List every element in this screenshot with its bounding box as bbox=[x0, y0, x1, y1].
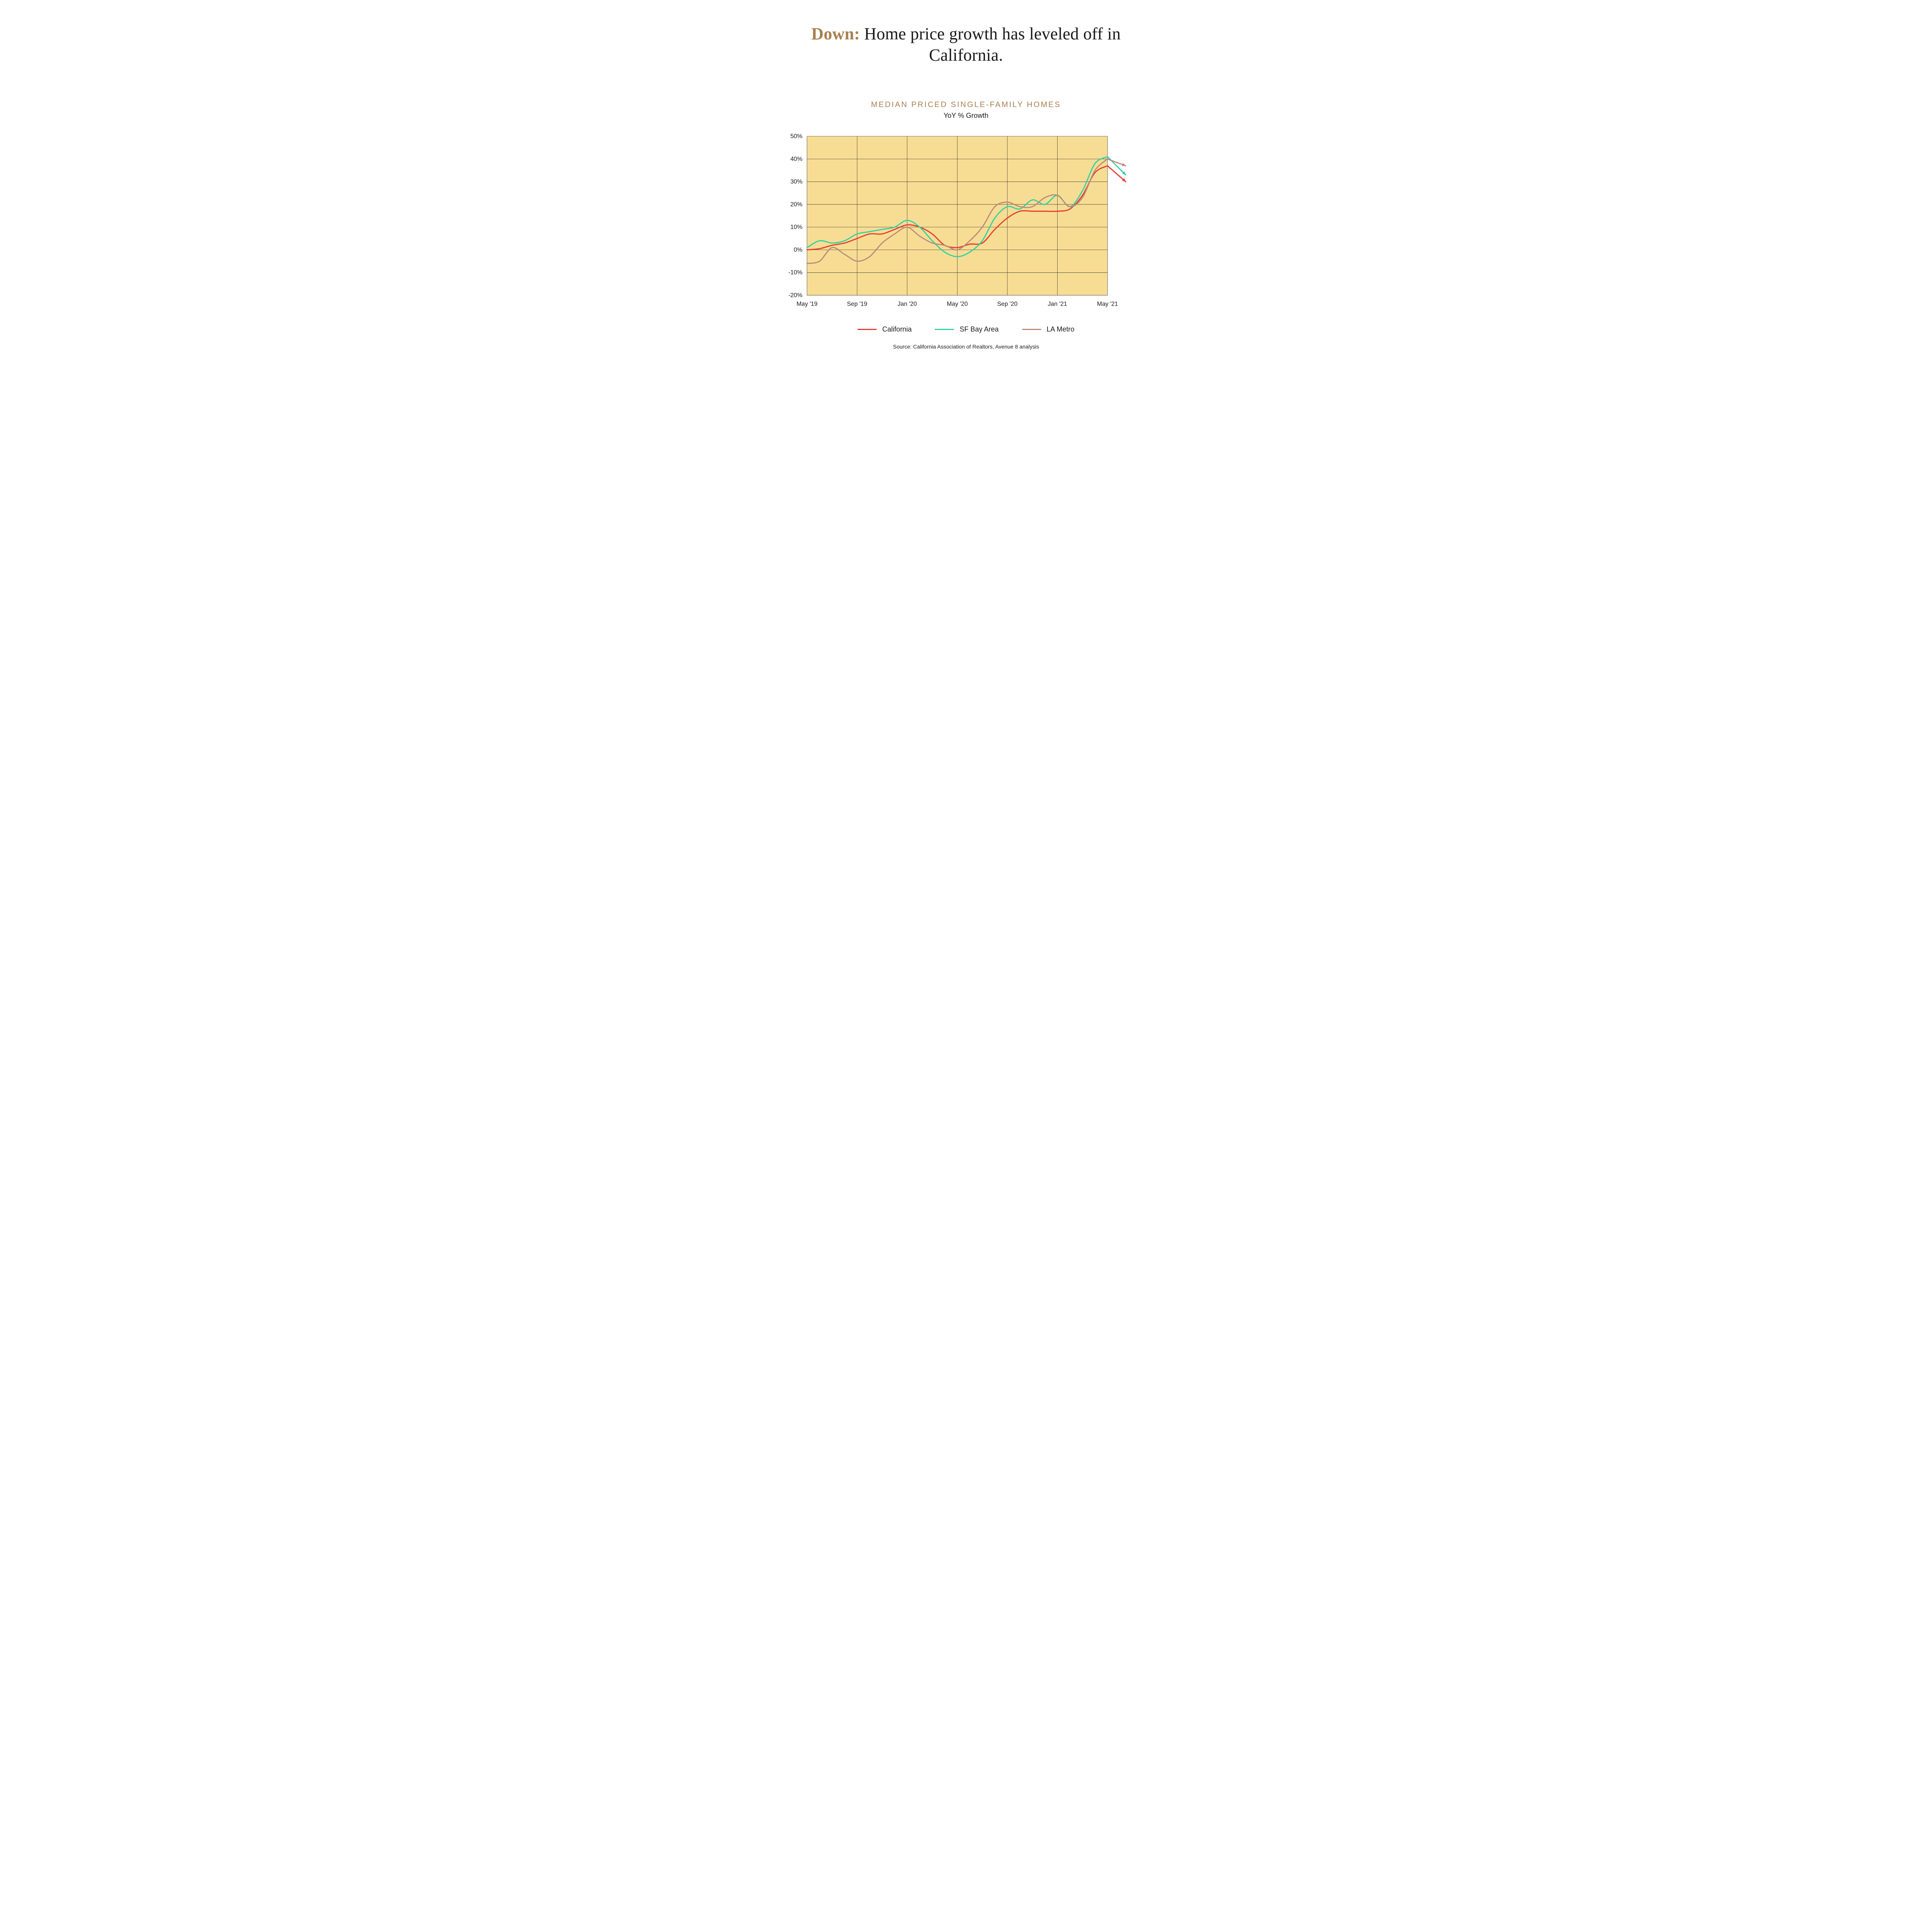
y-axis-label: -20% bbox=[788, 292, 803, 299]
line-chart: -20% -10% 0% 10% 20% 30% 40% 50% May '19 Sep '19 J… bbox=[781, 131, 1151, 316]
chart-container: -20% -10% 0% 10% 20% 30% 40% 50% May '19 Sep '19 J… bbox=[781, 131, 1151, 316]
page-root: Down: Home price growth has leveled off … bbox=[757, 0, 1175, 365]
legend-item: SF Bay Area bbox=[935, 325, 998, 333]
y-axis-label: 50% bbox=[790, 133, 802, 140]
legend-label: California bbox=[882, 325, 912, 333]
headline: Down: Home price growth has leveled off … bbox=[781, 23, 1151, 66]
x-axis-label: May '21 bbox=[1097, 301, 1118, 308]
headline-rest: Home price growth has leveled off in Cal… bbox=[860, 24, 1121, 65]
legend-item: California bbox=[857, 325, 912, 333]
legend-swatch bbox=[1022, 329, 1041, 330]
x-axis-label: May '19 bbox=[796, 301, 817, 308]
x-axis-label: Sep '19 bbox=[847, 301, 867, 308]
legend-swatch bbox=[935, 329, 954, 330]
x-axis-label: May '20 bbox=[947, 301, 968, 308]
legend-item: LA Metro bbox=[1022, 325, 1075, 333]
legend: California SF Bay Area LA Metro bbox=[781, 325, 1151, 333]
chart-title: MEDIAN PRICED SINGLE-FAMILY HOMES bbox=[781, 100, 1151, 109]
source-text: Source: California Association of Realto… bbox=[781, 344, 1151, 350]
legend-swatch bbox=[857, 329, 877, 330]
headline-accent: Down: bbox=[811, 24, 860, 43]
legend-label: LA Metro bbox=[1047, 325, 1075, 333]
y-axis-label: -10% bbox=[788, 269, 803, 276]
y-axis-label: 20% bbox=[790, 201, 802, 208]
y-axis-label: 40% bbox=[790, 156, 802, 162]
chart-subtitle: YoY % Growth bbox=[781, 112, 1151, 120]
x-axis-label: Jan '21 bbox=[1048, 301, 1067, 308]
legend-label: SF Bay Area bbox=[959, 325, 998, 333]
y-axis-label: 0% bbox=[794, 247, 803, 253]
x-axis-label: Jan '20 bbox=[898, 301, 917, 308]
x-axis-label: Sep '20 bbox=[997, 301, 1018, 308]
y-axis-label: 30% bbox=[790, 179, 802, 185]
y-axis-label: 10% bbox=[790, 224, 802, 231]
